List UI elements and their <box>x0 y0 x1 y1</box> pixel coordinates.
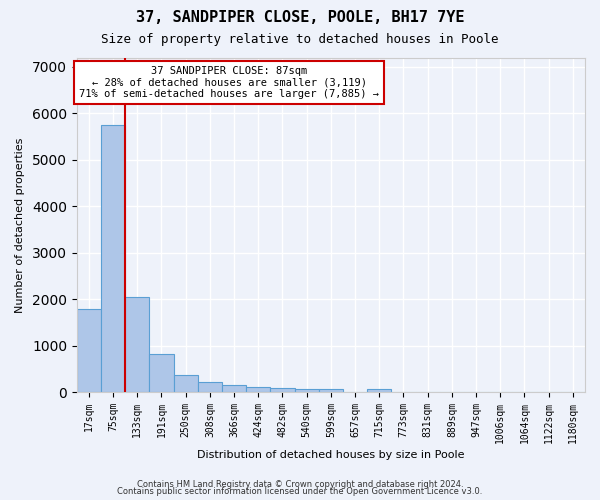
Bar <box>295 388 319 392</box>
Text: Contains HM Land Registry data © Crown copyright and database right 2024.: Contains HM Land Registry data © Crown c… <box>137 480 463 489</box>
Bar <box>271 388 295 392</box>
Bar <box>173 375 198 392</box>
Bar <box>319 390 343 392</box>
Text: 37, SANDPIPER CLOSE, POOLE, BH17 7YE: 37, SANDPIPER CLOSE, POOLE, BH17 7YE <box>136 10 464 25</box>
Text: Contains public sector information licensed under the Open Government Licence v3: Contains public sector information licen… <box>118 487 482 496</box>
Bar <box>125 297 149 392</box>
Bar <box>77 310 101 392</box>
Bar <box>198 382 222 392</box>
Text: 37 SANDPIPER CLOSE: 87sqm
← 28% of detached houses are smaller (3,119)
71% of se: 37 SANDPIPER CLOSE: 87sqm ← 28% of detac… <box>79 66 379 99</box>
Bar <box>246 388 271 392</box>
Bar <box>367 388 391 392</box>
Bar <box>149 354 173 392</box>
Bar <box>101 125 125 392</box>
Text: Size of property relative to detached houses in Poole: Size of property relative to detached ho… <box>101 32 499 46</box>
Y-axis label: Number of detached properties: Number of detached properties <box>15 137 25 312</box>
X-axis label: Distribution of detached houses by size in Poole: Distribution of detached houses by size … <box>197 450 464 460</box>
Bar <box>222 386 246 392</box>
